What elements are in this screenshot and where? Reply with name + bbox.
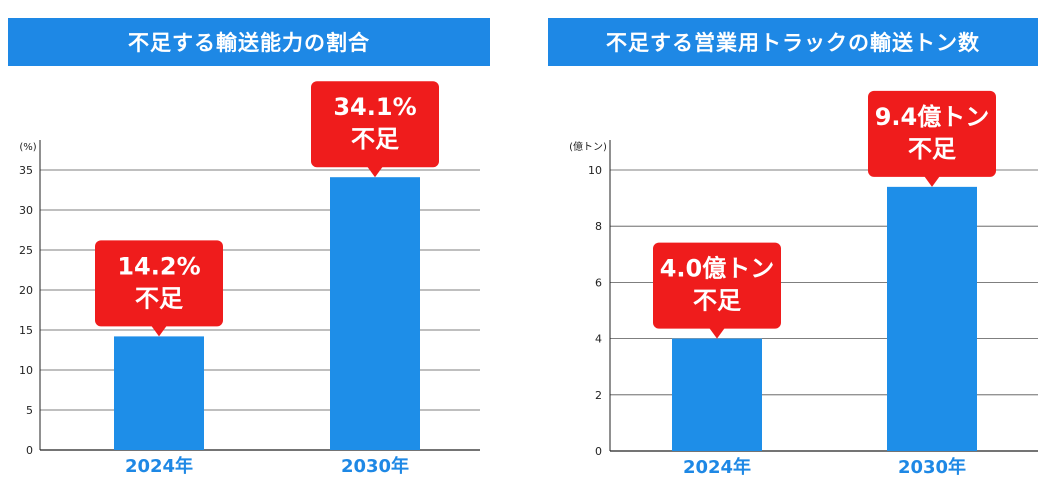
y-tick-label: 8 xyxy=(595,220,602,233)
bar xyxy=(114,336,204,450)
value-callout: 34.1% 不足 xyxy=(311,81,439,178)
callout-box xyxy=(311,81,439,168)
callout-pointer xyxy=(367,166,383,178)
y-axis-unit-label: (億トン) xyxy=(569,140,607,153)
callout-pointer xyxy=(924,175,940,187)
x-category-label: 2024年 xyxy=(125,455,193,477)
callout-box xyxy=(95,240,223,327)
y-tick-label: 35 xyxy=(19,164,33,177)
y-tick-label: 0 xyxy=(26,444,33,457)
y-tick-label: 6 xyxy=(595,276,602,289)
callout-shortage-label: 不足 xyxy=(908,135,956,163)
callout-pointer xyxy=(151,325,167,337)
callout-shortage-label: 不足 xyxy=(135,284,183,312)
y-tick-label: 20 xyxy=(19,284,33,297)
callout-value-label: 9.4億トン xyxy=(875,103,990,131)
callout-shortage-label: 不足 xyxy=(693,287,741,315)
y-tick-label: 25 xyxy=(19,244,33,257)
y-tick-label: 4 xyxy=(595,333,602,346)
y-axis-unit-label: (%) xyxy=(19,142,36,153)
x-category-label: 2030年 xyxy=(898,456,966,478)
y-tick-label: 10 xyxy=(19,364,33,377)
y-tick-label: 30 xyxy=(19,204,33,217)
y-tick-label: 15 xyxy=(19,324,33,337)
bar xyxy=(330,177,420,450)
y-tick-label: 10 xyxy=(588,164,602,177)
callout-box xyxy=(868,90,996,177)
y-tick-label: 5 xyxy=(26,404,33,417)
y-tick-label: 2 xyxy=(595,389,602,402)
x-category-label: 2024年 xyxy=(683,456,751,478)
callout-value-label: 34.1% xyxy=(333,93,416,121)
bar xyxy=(672,338,762,451)
value-callout: 14.2% 不足 xyxy=(95,240,223,337)
chart-panel-truck-tonnage: 不足する営業用トラックの輸送トン数 (億トン) 0 2 4 6 8 10 2024年 4.0億ト… xyxy=(548,0,1048,500)
callout-shortage-label: 不足 xyxy=(351,125,399,153)
chart-title: 不足する営業用トラックの輸送トン数 xyxy=(548,18,1038,66)
y-tick-label: 0 xyxy=(595,445,602,458)
bar xyxy=(887,186,977,452)
bar-chart-transport-ratio: (%) 0 5 10 15 20 25 30 35 2024年 14.2% 不足 2030年 34.1% 不… xyxy=(19,81,480,477)
callout-box xyxy=(653,242,781,329)
callout-value-label: 4.0億トン xyxy=(660,255,775,283)
callout-value-label: 14.2% xyxy=(117,252,200,280)
chart-panel-transport-ratio: 不足する輸送能力の割合 (%) 0 5 10 15 20 25 30 35 2024年 14.2% 不… xyxy=(0,0,500,500)
chart-title: 不足する輸送能力の割合 xyxy=(8,18,490,66)
x-category-label: 2030年 xyxy=(341,455,409,477)
callout-pointer xyxy=(709,327,725,339)
